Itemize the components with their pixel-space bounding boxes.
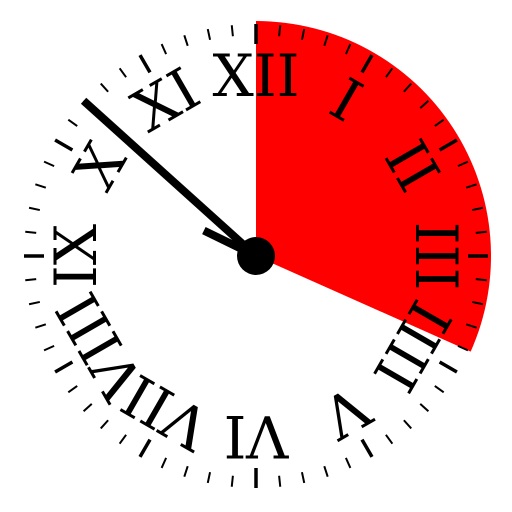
minute-ticks [24, 24, 488, 488]
minute-tick [230, 475, 234, 487]
minute-tick [278, 475, 282, 487]
minute-tick [419, 100, 430, 109]
minute-tick [25, 278, 37, 282]
minute-tick [385, 434, 394, 445]
minute-tick [160, 457, 168, 469]
minute-tick [403, 419, 412, 430]
minute-tick [43, 160, 55, 168]
minute-tick [300, 28, 306, 41]
minute-tick [471, 206, 484, 212]
hour-tick [438, 138, 458, 152]
hour-tick [54, 360, 74, 374]
minute-tick [118, 434, 127, 445]
minute-tick [457, 160, 469, 168]
hour-tick [138, 54, 152, 74]
minute-tick [28, 300, 41, 306]
minute-tick [465, 323, 477, 329]
minute-tick [82, 403, 93, 412]
minute-tick [67, 385, 78, 394]
hour-tick [138, 438, 152, 458]
hour-tick [438, 360, 458, 374]
minute-tick [183, 465, 189, 477]
minute-tick [160, 43, 168, 55]
numeral-6: VI [224, 402, 290, 470]
minute-tick [434, 385, 445, 394]
hour-tick [360, 438, 374, 458]
minute-tick [403, 82, 412, 93]
hour-tick [360, 54, 374, 74]
minute-tick [323, 35, 329, 47]
minute-tick [100, 82, 109, 93]
minute-tick [67, 118, 78, 127]
hour-tick [54, 138, 74, 152]
minute-tick [206, 471, 212, 484]
minute-tick [100, 419, 109, 430]
minute-tick [183, 35, 189, 47]
minute-tick [278, 25, 282, 37]
minute-tick [43, 344, 55, 352]
minute-tick [206, 28, 212, 41]
minute-tick [475, 278, 487, 282]
minute-tick [475, 230, 487, 234]
minute-tick [344, 43, 352, 55]
numeral-5: V [310, 371, 382, 452]
center-hub-icon [237, 237, 275, 275]
numeral-12: XII [212, 42, 299, 110]
minute-tick [35, 183, 47, 189]
minute-tick [457, 344, 469, 352]
minute-tick [28, 206, 41, 212]
numeral-11: XI [121, 55, 211, 146]
minute-tick [471, 300, 484, 306]
numeral-3: III [402, 222, 470, 291]
minute-tick [385, 67, 394, 78]
minute-tick [419, 403, 430, 412]
minute-tick [35, 323, 47, 329]
minute-tick [300, 471, 306, 484]
elapsed-time-sector [256, 21, 492, 352]
numeral-9: IX [42, 223, 110, 288]
minute-tick [230, 25, 234, 37]
minute-tick [465, 183, 477, 189]
minute-tick [25, 230, 37, 234]
minute-tick [118, 67, 127, 78]
minute-tick [323, 465, 329, 477]
minute-tick [434, 118, 445, 127]
minute-hand-icon [80, 97, 259, 259]
minute-tick [344, 457, 352, 469]
